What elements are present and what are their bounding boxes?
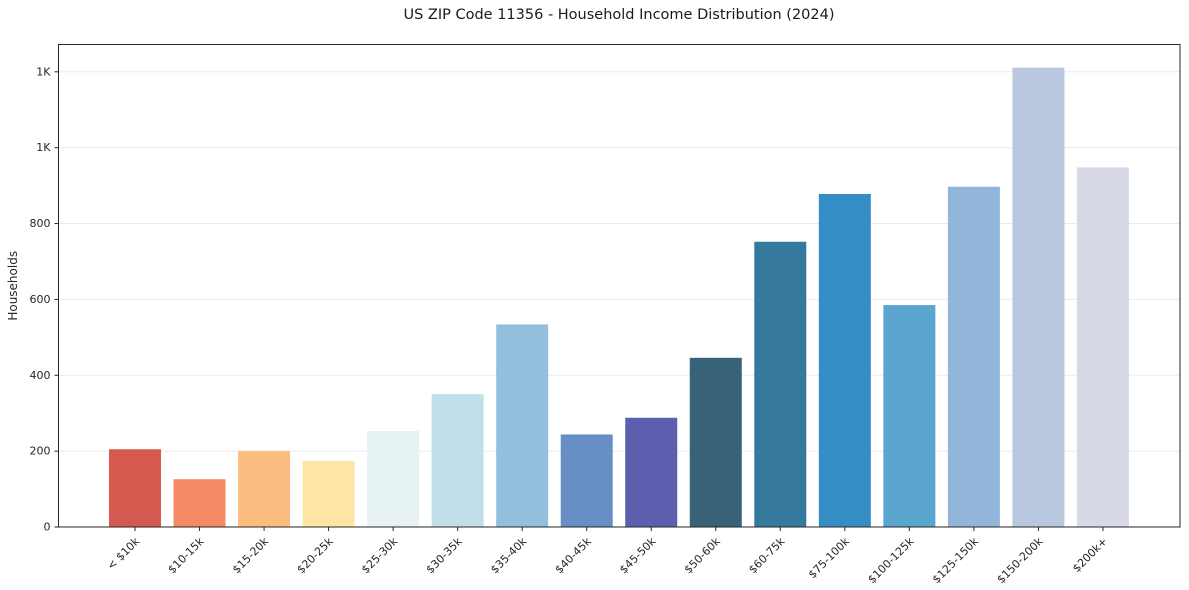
bar--50-60k bbox=[689, 357, 742, 527]
bar--35-40k bbox=[496, 324, 549, 527]
x-tick-label--45-50k: $45-50k bbox=[617, 534, 659, 576]
bar--20-25k bbox=[302, 460, 355, 527]
x-tick-label--25-30k: $25-30k bbox=[359, 534, 401, 576]
bar--10-15k bbox=[173, 479, 226, 527]
bar--40-45k bbox=[560, 434, 613, 527]
plot-border bbox=[58, 44, 1181, 528]
x-tick-label--35-40k: $35-40k bbox=[488, 534, 530, 576]
x-tick-label--10k: < $10k bbox=[105, 534, 143, 572]
bar--30-35k bbox=[431, 394, 484, 527]
bar--45-50k bbox=[625, 417, 678, 527]
x-tick-label--15-20k: $15-20k bbox=[230, 534, 272, 576]
x-tick-label--100-125k: $100-125k bbox=[865, 534, 917, 586]
bar--200k+ bbox=[1076, 167, 1129, 527]
x-tick-label--50-60k: $50-60k bbox=[682, 534, 724, 576]
x-tick-label--60-75k: $60-75k bbox=[746, 534, 788, 576]
y-tick-label-1000: 1K bbox=[36, 141, 51, 154]
bar--150-200k bbox=[1012, 67, 1065, 527]
x-tick-label--200k+: $200k+ bbox=[1070, 535, 1110, 575]
y-tick-label-400: 400 bbox=[30, 369, 51, 382]
bar--125-150k bbox=[947, 186, 1000, 527]
y-tick-label-600: 600 bbox=[30, 293, 51, 306]
bar--100-125k bbox=[883, 305, 936, 527]
bar--75-100k bbox=[818, 193, 871, 527]
chart-title: US ZIP Code 11356 - Household Income Dis… bbox=[403, 7, 835, 23]
y-axis-label: Households bbox=[6, 251, 20, 321]
x-tick-label--10-15k: $10-15k bbox=[165, 534, 207, 576]
y-tick-label-800: 800 bbox=[30, 217, 51, 230]
bar--15-20k bbox=[238, 451, 291, 527]
x-tick-label--150-200k: $150-200k bbox=[994, 534, 1046, 586]
x-tick-label--30-35k: $30-35k bbox=[424, 534, 466, 576]
bar--25-30k bbox=[367, 431, 420, 527]
bar--60-75k bbox=[754, 241, 807, 528]
x-tick-label--75-100k: $75-100k bbox=[806, 534, 853, 581]
bar--10k bbox=[109, 449, 161, 527]
y-tick-label-200: 200 bbox=[30, 445, 51, 458]
y-tick-label-0: 0 bbox=[44, 521, 51, 534]
x-tick-label--20-25k: $20-25k bbox=[294, 534, 336, 576]
y-tick-label-1200: 1K bbox=[36, 65, 51, 78]
x-tick-label--125-150k: $125-150k bbox=[930, 534, 982, 586]
x-tick-label--40-45k: $40-45k bbox=[553, 534, 595, 576]
